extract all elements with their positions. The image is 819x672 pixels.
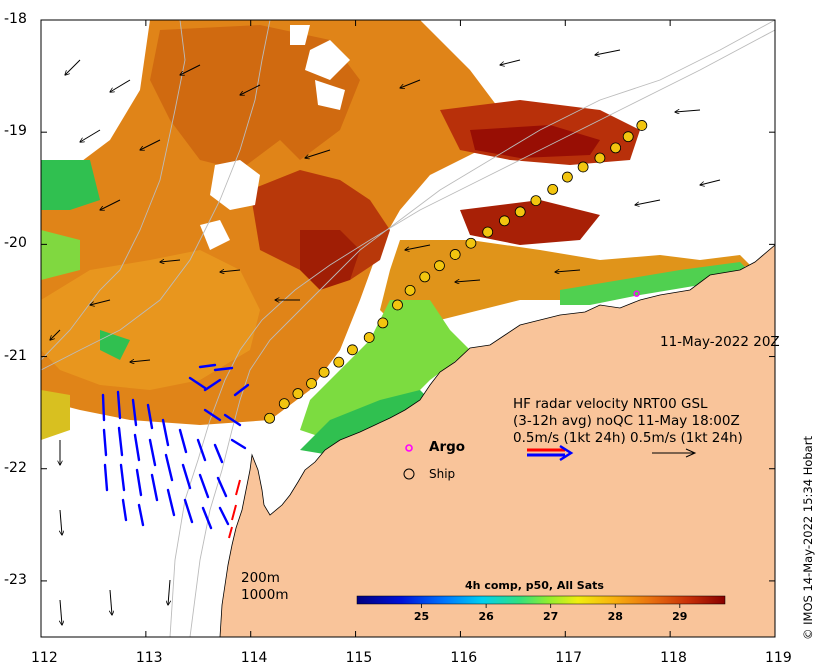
ship-position-marker bbox=[636, 120, 648, 131]
lat-tick-label: -23 bbox=[4, 571, 27, 588]
ship-position-marker bbox=[278, 398, 290, 410]
radar-info-line2: (3-12h avg) noQC 11-May 18:00Z bbox=[513, 413, 740, 429]
timestamp-label: 11-May-2022 20Z bbox=[660, 334, 780, 350]
argo-legend-icon bbox=[405, 444, 413, 452]
ship-position-marker bbox=[318, 366, 330, 378]
lon-tick-label: 119 bbox=[765, 650, 792, 666]
ship-position-marker bbox=[434, 260, 445, 272]
ship-position-marker bbox=[449, 249, 461, 260]
ship-position-marker bbox=[561, 171, 573, 183]
ship-position-marker bbox=[377, 317, 389, 329]
bathymetry-1000m-label: 1000m bbox=[241, 587, 289, 603]
colorbar-tick-label: 27 bbox=[543, 610, 559, 623]
bathymetry-200m-label: 200m bbox=[241, 570, 280, 586]
current-scale-arrow bbox=[652, 448, 697, 458]
ship-position-marker bbox=[306, 378, 317, 389]
ship-position-marker bbox=[594, 152, 606, 164]
ship-position-marker bbox=[547, 183, 559, 195]
argo-float-marker bbox=[633, 290, 640, 297]
ship-legend-label: Ship bbox=[429, 467, 456, 481]
lat-tick-label: -22 bbox=[4, 459, 27, 476]
ship-position-marker bbox=[419, 271, 431, 283]
hf-radar-vectors-red bbox=[228, 479, 241, 539]
hf-radar-vectors bbox=[101, 363, 250, 530]
colorbar-tick-label: 28 bbox=[607, 610, 623, 623]
imos-credit: © IMOS 14-May-2022 15:34 Hobart bbox=[801, 436, 815, 640]
ship-position-marker bbox=[292, 388, 304, 399]
lat-tick-label: -21 bbox=[4, 347, 27, 364]
lon-tick-label: 117 bbox=[555, 650, 583, 666]
current-vectors bbox=[50, 49, 721, 625]
ship-position-marker bbox=[363, 332, 375, 343]
lat-tick-label: -19 bbox=[4, 123, 27, 140]
ship-track bbox=[264, 120, 648, 424]
ship-position-marker bbox=[622, 131, 634, 143]
colorbar-title: 4h comp, p50, All Sats bbox=[465, 579, 604, 592]
ship-position-marker bbox=[465, 237, 477, 249]
ship-position-marker bbox=[514, 206, 526, 218]
sst-field bbox=[41, 20, 750, 455]
lon-tick-label: 115 bbox=[345, 650, 373, 666]
ship-position-marker bbox=[264, 412, 275, 424]
radar-scale-arrow bbox=[527, 444, 574, 462]
lon-tick-label: 116 bbox=[450, 650, 478, 666]
ship-legend-icon bbox=[403, 468, 415, 480]
ship-position-marker bbox=[392, 299, 403, 311]
ship-position-marker bbox=[499, 215, 510, 227]
colorbar-tick-label: 25 bbox=[413, 610, 430, 623]
ship-position-marker bbox=[404, 284, 416, 296]
colorbar-tick-label: 29 bbox=[672, 610, 688, 623]
colorbar bbox=[356, 595, 726, 605]
ship-position-marker bbox=[347, 344, 358, 356]
argo-legend-label: Argo bbox=[429, 439, 466, 455]
ship-position-marker bbox=[530, 195, 542, 207]
lat-tick-label: -18 bbox=[4, 11, 27, 27]
ship-position-marker bbox=[333, 356, 345, 368]
ship-position-marker bbox=[482, 226, 494, 238]
radar-info-line3: 0.5m/s (1kt 24h) 0.5m/s (1kt 24h) bbox=[513, 430, 743, 446]
lat-tick-label: -20 bbox=[4, 235, 27, 252]
colorbar-tick-label: 26 bbox=[478, 610, 494, 623]
lon-tick-label: 118 bbox=[660, 650, 687, 666]
radar-info-line1: HF radar velocity NRT00 GSL bbox=[513, 396, 708, 412]
lon-tick-label: 113 bbox=[135, 650, 163, 666]
ship-position-marker bbox=[610, 142, 622, 154]
ship-position-marker bbox=[577, 161, 589, 173]
lon-tick-label: 112 bbox=[31, 650, 58, 666]
land-mass bbox=[219, 244, 775, 637]
lon-tick-label: 114 bbox=[240, 650, 268, 666]
